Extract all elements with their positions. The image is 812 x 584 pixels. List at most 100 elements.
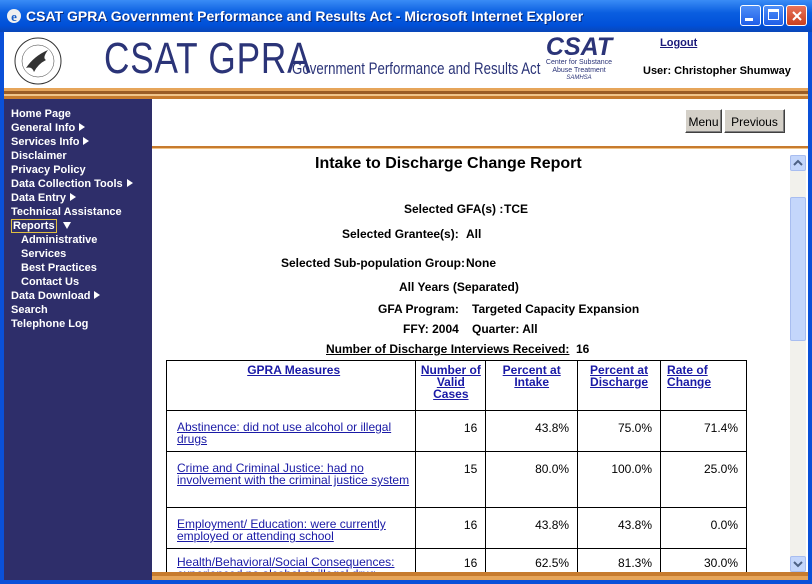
window-frame [0,32,4,584]
nav-label[interactable]: Contact Us [21,276,80,288]
logout-link[interactable]: Logout [660,37,698,49]
title-bar: e CSAT GPRA Government Performance and R… [0,0,812,32]
field-label: Selected Sub-population Group: [281,256,465,270]
header-stripe [4,91,808,94]
nav-item[interactable]: Home Page [11,108,71,120]
nav-subitem[interactable]: Administrative [21,234,97,246]
measure-link[interactable]: Abstinence: did not use alcohol or illeg… [177,420,392,446]
nav-label[interactable]: Disclaimer [11,150,67,162]
field-value: TCE [504,202,528,216]
ie-icon: e [7,9,21,24]
nav-label[interactable]: Best Practices [21,262,97,274]
nav-item[interactable]: General Info [11,122,86,134]
nav-label[interactable]: Home Page [11,108,71,120]
site-header: CSAT GPRA Government Performance and Res… [4,32,808,88]
svg-text:e: e [11,9,17,24]
nav-label[interactable]: Data Entry [11,192,67,204]
column-header[interactable]: Percent at Discharge [577,360,662,411]
nav-subitem[interactable]: Services [21,248,66,260]
nav-label[interactable]: Telephone Log [11,318,89,330]
nav-label[interactable]: Services Info [11,136,80,148]
nav-item[interactable]: Data Download [11,290,101,302]
site-subtitle: Government Performance and Results Act [292,59,541,78]
field-text: Quarter: All [472,322,538,336]
nav-subitem[interactable]: Best Practices [21,262,97,274]
left-nav: Home Page General Info Services Info Dis… [4,99,152,580]
scroll-down[interactable] [790,556,806,572]
logo-text: SAMHSA [566,75,592,81]
close-button[interactable] [786,5,807,26]
divider [152,148,808,149]
nav-label[interactable]: Search [11,304,48,316]
cell: 80.0% [485,451,579,508]
scrollbar[interactable] [790,155,806,572]
nav-item[interactable]: Search [11,304,48,316]
field-text: All Years (Separated) [399,280,519,294]
interviews-link[interactable]: Number of Discharge Interviews Received: [326,342,570,356]
measure-link[interactable]: Employment/ Education: were currently em… [177,517,386,543]
measure-link[interactable]: Health/Behavioral/Social Consequences: e… [177,555,395,572]
window-title: CSAT GPRA Government Performance and Res… [26,8,584,24]
column-header[interactable]: Rate of Change [660,360,747,411]
site-title: CSAT GPRA [104,34,312,83]
report-title: Intake to Discharge Change Report [315,155,582,172]
cell: 62.5% [485,548,579,572]
nav-item[interactable]: Data Entry [11,192,77,204]
table-row: Employment/ Education: were currently em… [165,507,747,549]
cell: 25.0% [660,451,747,508]
cell: 16 [415,548,487,572]
cell: 16 [415,410,487,452]
nav-label[interactable]: Data Download [11,290,91,302]
nav-label[interactable]: Technical Assistance [11,206,122,218]
menu-button[interactable]: Menu [685,109,722,133]
window-frame [0,580,812,584]
nav-item[interactable]: Data Collection Tools [11,178,133,190]
nav-item[interactable]: Reports [11,219,71,233]
minimize-button[interactable] [740,5,761,26]
measure-link[interactable]: Crime and Criminal Justice: had no invol… [177,461,410,487]
report-area: Intake to Discharge Change Report Select… [152,150,790,572]
nav-label[interactable]: Reports [11,219,57,233]
nav-item[interactable]: Telephone Log [11,318,88,330]
nav-label[interactable]: Data Collection Tools [11,178,123,190]
nav-label[interactable]: Services [21,248,67,260]
nav-item[interactable]: Technical Assistance [11,206,122,218]
field-label: Selected GFA(s) : [404,202,504,216]
nav-label[interactable]: Administrative [21,234,98,246]
field-label: Selected Grantee(s): [342,227,459,241]
cell: 71.4% [660,410,747,452]
previous-button[interactable]: Previous [724,109,785,133]
header-row: GPRA Measures Number of Valid Cases Perc… [165,360,747,411]
footer-stripe [152,576,808,580]
field-value: All [466,227,482,241]
cell: 43.8% [485,507,579,549]
footer-stripe [152,572,808,576]
nav-label[interactable]: General Info [11,122,76,134]
nav-label[interactable]: Privacy Policy [11,164,86,176]
nav-item[interactable]: Services Info [11,136,90,148]
column-header[interactable]: Percent at Intake [485,360,579,411]
logo-text: Abuse Treatment [552,67,606,74]
scroll-thumb[interactable] [790,197,806,341]
column-header[interactable]: GPRA Measures [165,360,417,411]
nav-item[interactable]: Privacy Policy [11,164,86,176]
nav-item[interactable]: Disclaimer [11,150,67,162]
scroll-up[interactable] [790,155,806,171]
logo-text: Center for Substance [545,59,613,66]
column-header[interactable]: Number of Valid Cases [415,360,487,411]
divider [152,146,808,148]
nav-subitem[interactable]: Contact Us [21,276,79,288]
user-label: User: Christopher Shumway [643,65,791,77]
cell: 0.0% [660,507,747,549]
cell: 15 [415,451,487,508]
header-stripe [4,94,808,96]
cell: 43.8% [577,507,662,549]
header-stripe [4,88,808,91]
field-value: Targeted Capacity Expansion [472,302,640,316]
field-label: GFA Program: [378,302,459,316]
cell: 30.0% [660,548,747,572]
maximize-button[interactable] [763,5,784,26]
measures-table: GPRA Measures Number of Valid Cases Perc… [165,360,747,572]
